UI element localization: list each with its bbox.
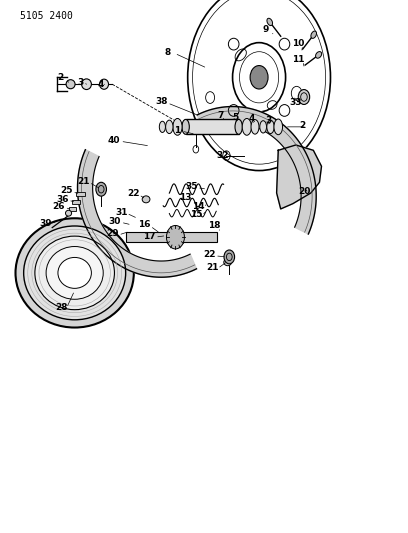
Ellipse shape	[235, 119, 242, 134]
Text: 36: 36	[56, 195, 69, 204]
Text: 26: 26	[53, 203, 65, 211]
Ellipse shape	[66, 211, 72, 216]
Circle shape	[96, 182, 106, 196]
Ellipse shape	[267, 18, 273, 26]
Polygon shape	[277, 145, 322, 209]
Ellipse shape	[100, 79, 109, 89]
Bar	[69, 207, 76, 211]
Ellipse shape	[58, 257, 91, 288]
Text: 13: 13	[180, 193, 192, 201]
Text: 3: 3	[265, 116, 271, 125]
Ellipse shape	[260, 120, 266, 133]
Text: 5105 2400: 5105 2400	[20, 11, 73, 21]
Text: 31: 31	[115, 208, 127, 216]
Ellipse shape	[82, 79, 91, 90]
Ellipse shape	[166, 120, 173, 134]
Text: 18: 18	[208, 222, 220, 230]
Text: 14: 14	[193, 203, 205, 211]
Text: 2: 2	[57, 74, 64, 82]
Bar	[73, 200, 80, 204]
Ellipse shape	[142, 196, 150, 203]
Polygon shape	[197, 107, 316, 234]
Bar	[126, 232, 217, 242]
Bar	[186, 119, 239, 134]
Text: 4: 4	[249, 115, 255, 123]
Text: 2: 2	[299, 122, 306, 130]
Text: 7: 7	[217, 111, 224, 119]
Ellipse shape	[224, 259, 232, 265]
Text: 21: 21	[206, 263, 218, 272]
Text: 15: 15	[191, 211, 203, 219]
Text: 11: 11	[292, 55, 304, 64]
Ellipse shape	[24, 226, 126, 320]
Text: 8: 8	[165, 48, 171, 56]
Text: 40: 40	[108, 136, 120, 144]
Text: 29: 29	[106, 230, 119, 238]
Bar	[76, 191, 85, 196]
Ellipse shape	[242, 118, 251, 135]
Text: 20: 20	[298, 188, 310, 196]
Text: 16: 16	[138, 221, 151, 229]
Text: 32: 32	[217, 151, 229, 160]
Text: 28: 28	[55, 303, 67, 311]
Text: 22: 22	[204, 251, 216, 259]
Ellipse shape	[159, 122, 166, 132]
Ellipse shape	[251, 119, 259, 134]
Ellipse shape	[267, 120, 274, 134]
Ellipse shape	[66, 79, 75, 88]
Text: 39: 39	[40, 219, 52, 228]
Ellipse shape	[16, 219, 134, 327]
Text: 5: 5	[232, 113, 238, 122]
Text: 4: 4	[98, 80, 104, 89]
Text: 9: 9	[262, 26, 268, 34]
Text: 22: 22	[127, 189, 139, 198]
Text: 1: 1	[173, 126, 180, 134]
Text: 30: 30	[109, 217, 121, 225]
Ellipse shape	[311, 31, 317, 38]
Circle shape	[250, 66, 268, 89]
Circle shape	[224, 250, 235, 264]
Ellipse shape	[182, 119, 189, 134]
Text: 10: 10	[292, 39, 304, 48]
Circle shape	[298, 90, 310, 104]
Ellipse shape	[35, 236, 114, 310]
Text: 35: 35	[186, 182, 198, 191]
Text: 3: 3	[78, 78, 84, 87]
Text: 33: 33	[290, 99, 302, 107]
Circle shape	[166, 225, 184, 249]
Ellipse shape	[315, 52, 322, 58]
Text: 21: 21	[77, 177, 89, 185]
Text: 38: 38	[155, 98, 167, 106]
Text: 17: 17	[143, 232, 155, 241]
Ellipse shape	[173, 118, 182, 135]
Text: 25: 25	[60, 187, 73, 195]
Polygon shape	[78, 150, 197, 277]
Ellipse shape	[46, 246, 103, 300]
Ellipse shape	[274, 119, 282, 135]
